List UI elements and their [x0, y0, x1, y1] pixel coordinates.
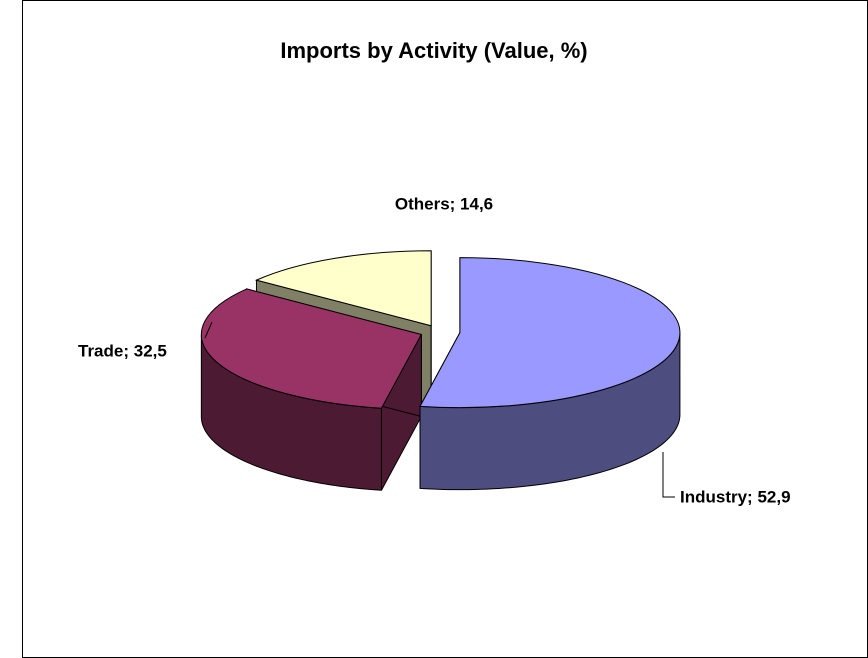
leader-line — [662, 452, 675, 498]
data-label: Industry; 52,9 — [680, 487, 791, 506]
slice-top — [200, 288, 423, 409]
chart-frame — [22, 0, 868, 658]
chart-title: Imports by Activity (Value, %) — [280, 38, 587, 63]
data-label: Trade; 32,5 — [78, 341, 167, 360]
data-label: Others; 14,6 — [395, 194, 493, 213]
pie-slice — [200, 288, 423, 491]
leader-line — [204, 321, 213, 339]
slice-top — [254, 250, 432, 327]
slice-top — [419, 257, 681, 409]
pie-slice — [419, 257, 681, 491]
